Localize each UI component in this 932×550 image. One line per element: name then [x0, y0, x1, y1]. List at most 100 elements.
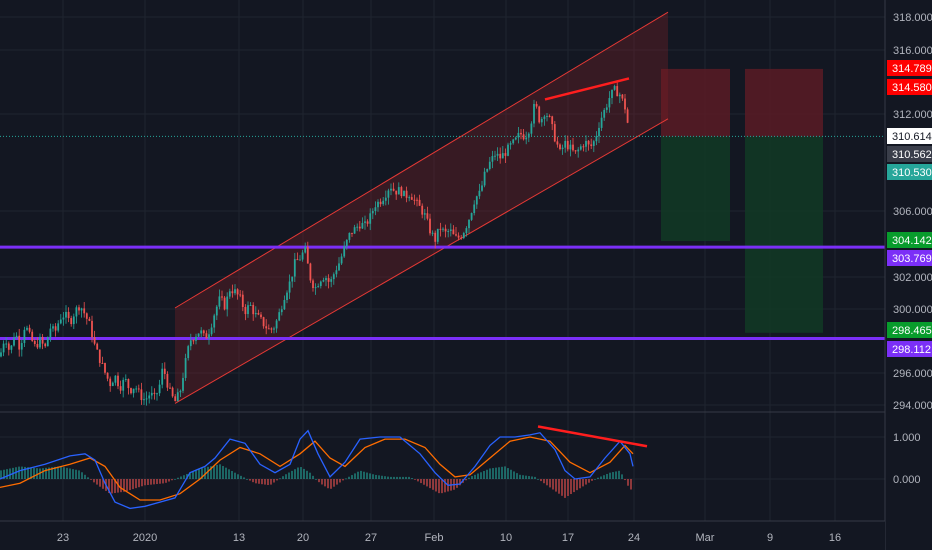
candle-body: [468, 219, 470, 229]
candle-body: [429, 218, 431, 234]
candle-body: [356, 226, 359, 228]
price-tick-label-6: 296.000: [893, 368, 932, 380]
candle-body: [226, 296, 229, 310]
candle-body: [364, 221, 366, 223]
support-levels: [0, 135, 885, 341]
macd-histogram-bar: [60, 466, 62, 479]
macd-histogram-bar: [51, 467, 53, 479]
candle-body: [338, 263, 340, 271]
candle-body: [174, 396, 177, 402]
macd-histogram-bar: [84, 474, 86, 479]
candle-body: [10, 345, 13, 350]
candle-body: [72, 316, 75, 325]
time-tick-label-11: 16: [829, 532, 841, 544]
macd-histogram-bar: [282, 476, 284, 479]
candle-body: [44, 343, 47, 347]
macd-histogram-bar: [285, 474, 287, 479]
candle-body: [83, 308, 86, 314]
candle-body: [538, 106, 541, 123]
macd-histogram-bar: [216, 464, 218, 479]
time-tick-label-7: 17: [562, 532, 574, 544]
candle-body: [416, 199, 418, 201]
macd-histogram-bar: [489, 468, 491, 479]
macd-histogram-bar: [144, 479, 146, 486]
candle-body: [543, 116, 546, 119]
candle-body: [488, 161, 491, 169]
macd-histogram-bar: [525, 475, 527, 479]
candle-body: [598, 127, 600, 137]
macd-histogram-bar: [174, 479, 176, 480]
price-badge-6: [887, 250, 932, 266]
macd-panel: [0, 425, 648, 510]
candle-body: [434, 232, 437, 242]
candle-body: [556, 141, 559, 145]
macd-histogram-bar: [75, 469, 77, 479]
price-tick-label-5: 300.000: [893, 304, 932, 316]
candle-body: [366, 221, 369, 224]
candle-body: [390, 188, 392, 191]
candle-body: [80, 308, 83, 311]
candle-body: [192, 340, 195, 342]
candle-body: [249, 304, 252, 306]
macd-histogram-bar: [309, 472, 311, 479]
position-short-2-target-zone: [745, 136, 823, 333]
price-badge-1: [887, 79, 932, 95]
macd-histogram-bar: [219, 464, 221, 479]
candle-body: [130, 388, 132, 394]
candle-body: [582, 146, 585, 148]
candle-body: [140, 389, 143, 401]
macd-histogram-bar: [393, 476, 395, 479]
candle-body: [499, 153, 502, 159]
candle-body: [572, 144, 574, 151]
candle-body: [595, 136, 598, 142]
candle-body: [135, 388, 138, 390]
macd-histogram-bar: [399, 476, 401, 479]
macd-histogram-bar: [402, 476, 404, 479]
macd-histogram-bar: [357, 471, 359, 479]
candle-body: [527, 133, 530, 138]
macd-histogram-bar: [507, 468, 509, 479]
candle-body: [218, 296, 221, 307]
candle-body: [117, 375, 119, 387]
macd-histogram-bar: [468, 477, 470, 479]
price-tick-label-1: 316.000: [893, 45, 932, 57]
macd-histogram-bar: [237, 474, 239, 479]
candle-body: [423, 213, 426, 215]
macd-histogram-bar: [591, 479, 593, 481]
candle-body: [621, 94, 624, 99]
time-tick-label-4: 27: [365, 532, 377, 544]
position-short-2-stop-zone: [745, 68, 823, 137]
macd-histogram-bar: [597, 477, 599, 479]
macd-histogram-bar: [81, 472, 83, 479]
candle-body: [322, 280, 325, 282]
macd-histogram-bar: [372, 474, 374, 479]
candle-body: [439, 228, 442, 230]
price-badge-7: [887, 322, 932, 338]
candle-body: [273, 328, 275, 330]
price-divergence-line: [544, 77, 630, 101]
candle-body: [270, 328, 273, 330]
candle-body: [392, 188, 395, 191]
candle-body: [345, 239, 348, 247]
candle-body: [104, 363, 106, 373]
candle-body: [239, 294, 242, 296]
candle-body: [522, 134, 525, 140]
macd-histogram-bar: [618, 470, 620, 479]
macd-histogram-bar: [72, 469, 74, 479]
macd-tick-label-1: 0.000: [893, 474, 921, 486]
candle-body: [200, 330, 203, 334]
candle-body: [231, 291, 234, 294]
candle-body: [533, 103, 535, 124]
candle-body: [421, 205, 424, 215]
candle-body: [473, 204, 476, 214]
macd-histogram-bar: [510, 469, 512, 479]
macd-histogram-bar: [231, 471, 233, 479]
macd-histogram-bar: [363, 471, 365, 479]
candle-body: [98, 349, 101, 363]
candle-body: [234, 289, 236, 294]
macd-histogram-bar: [516, 473, 518, 479]
macd-histogram-bar: [387, 476, 389, 479]
macd-histogram-bar: [294, 469, 296, 479]
macd-histogram-bar: [108, 479, 110, 493]
